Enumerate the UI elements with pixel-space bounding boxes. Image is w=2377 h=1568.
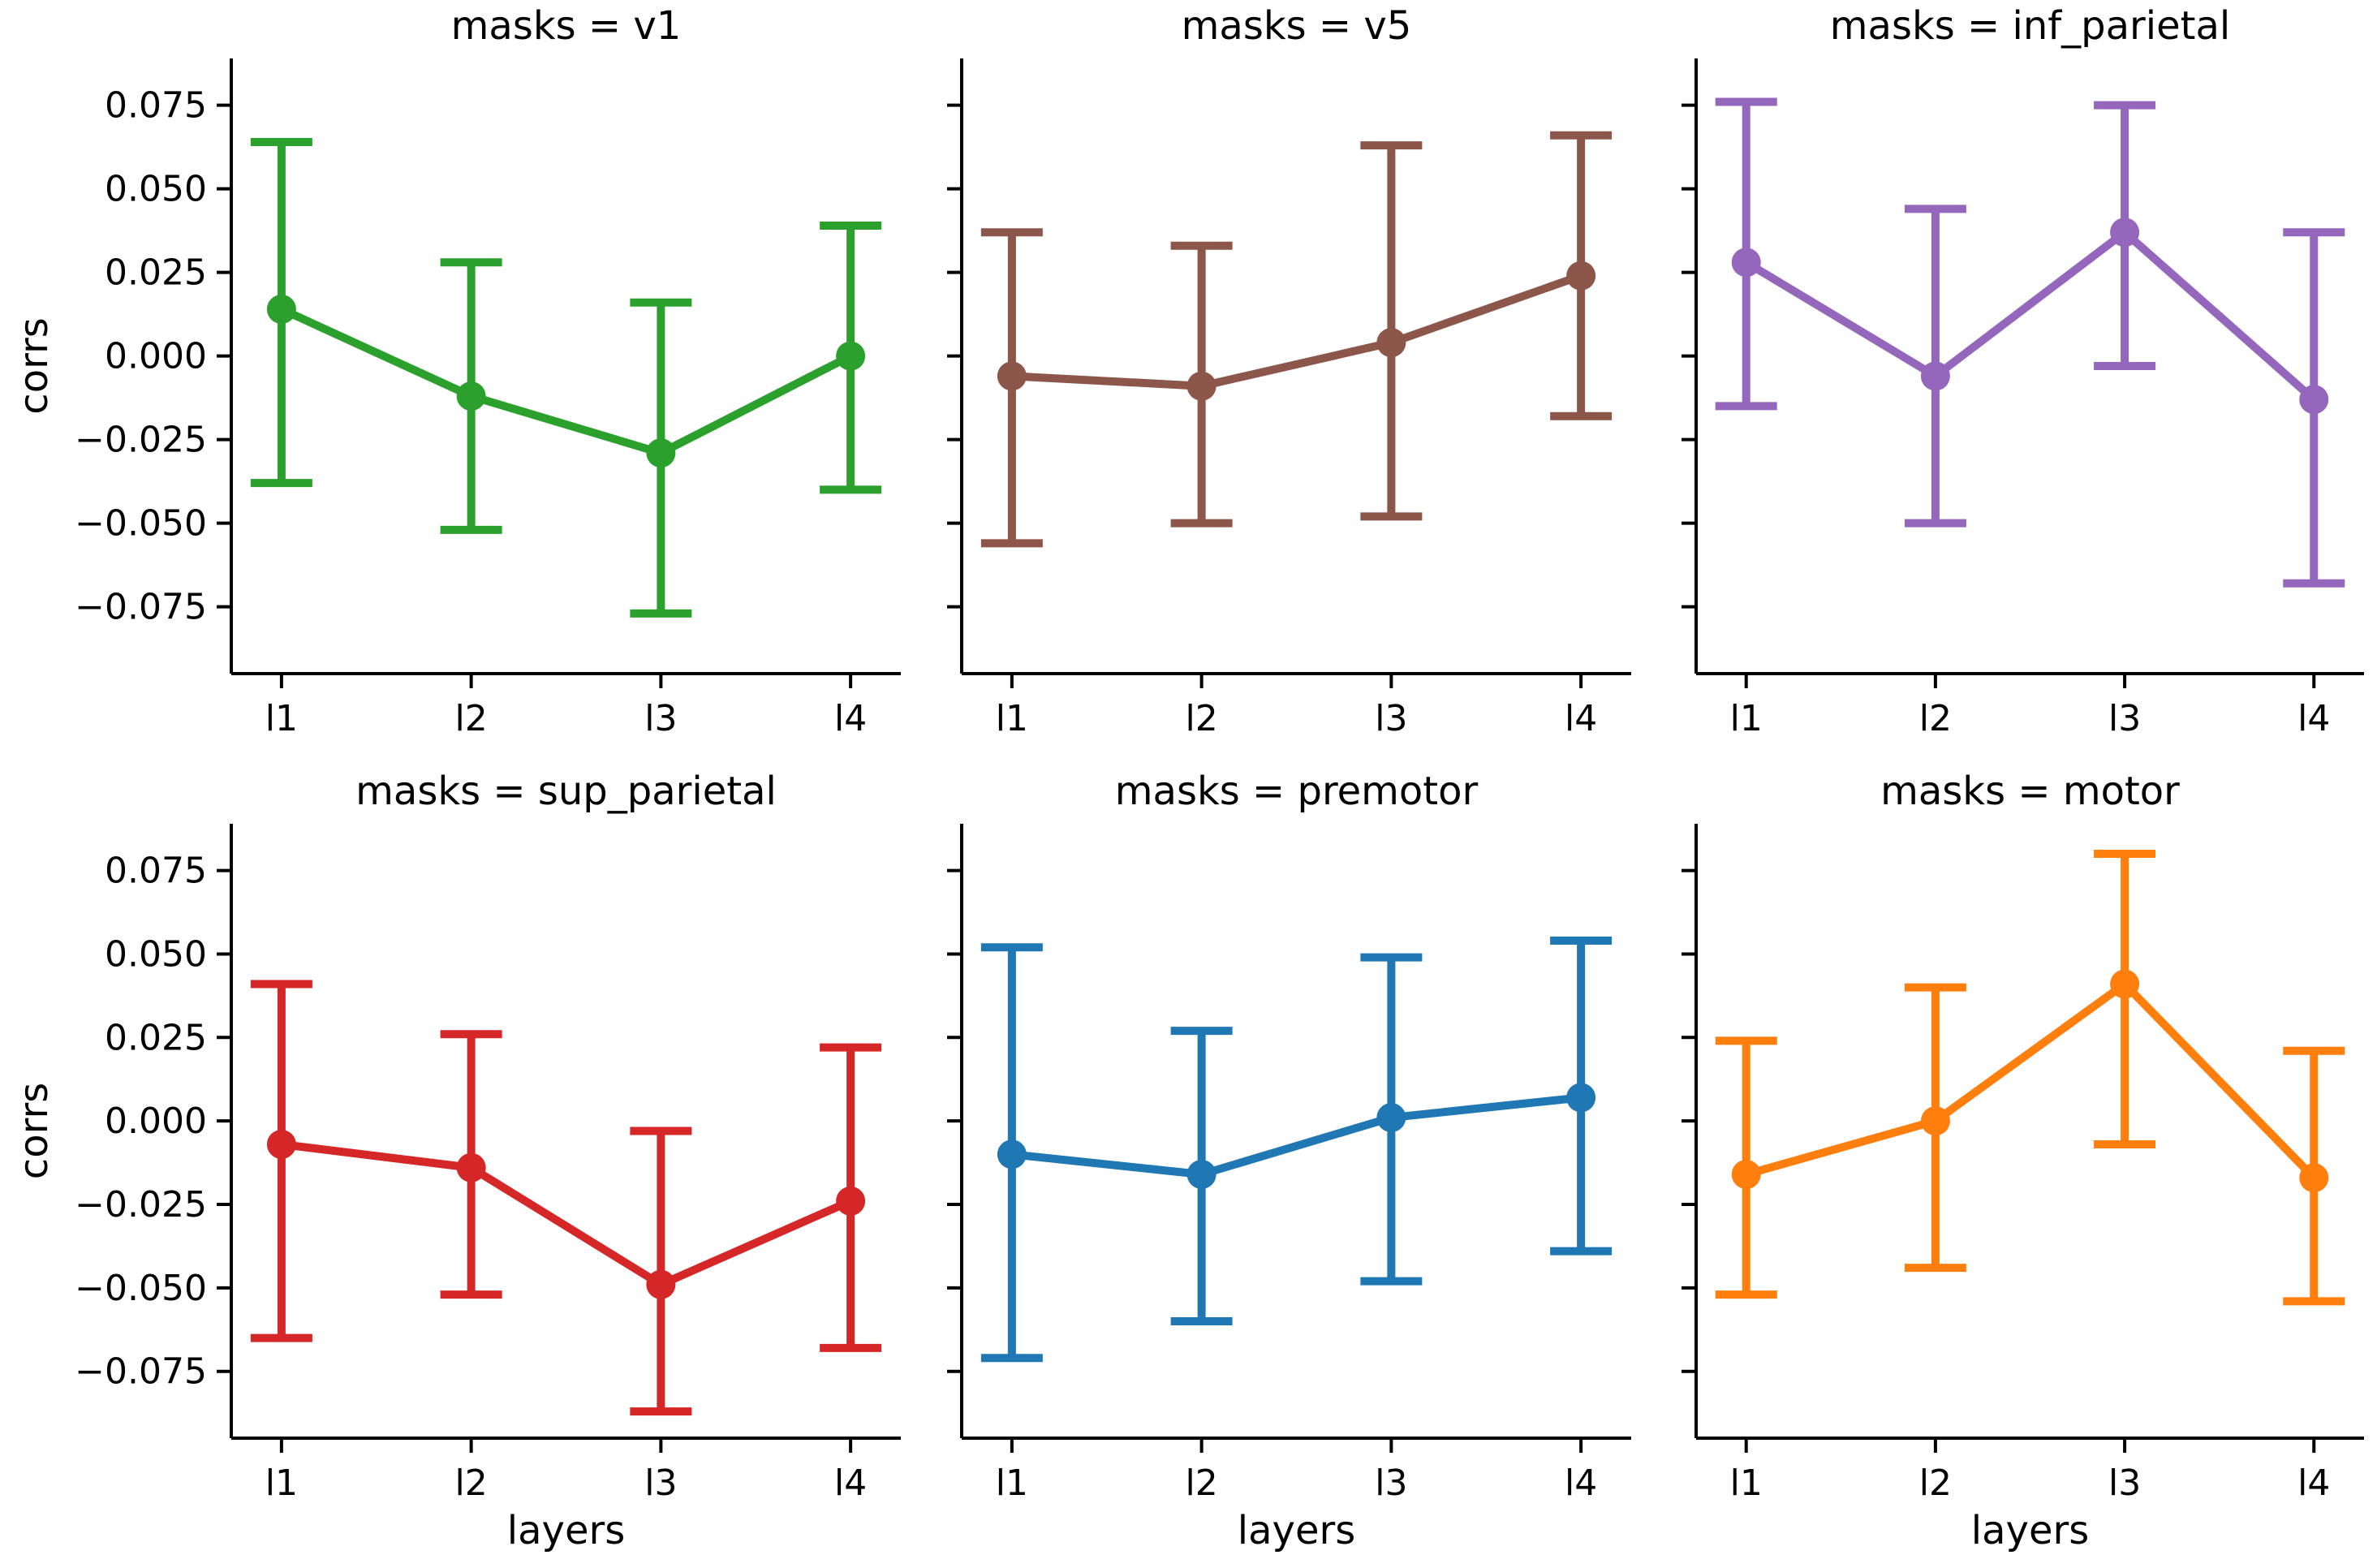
panel-6-xtick-label: l2 — [1919, 1462, 1952, 1504]
panel-4-ytick-label: 0.000 — [105, 1101, 207, 1142]
panel-4-series-line — [277, 1139, 855, 1289]
panel-1-xtick-label: l1 — [265, 698, 298, 739]
panel-5-point — [997, 1139, 1027, 1170]
panel-5-xtick-label: l2 — [1186, 1462, 1218, 1504]
panel-3-point — [2299, 385, 2329, 415]
panel-1-title: masks = v1 — [451, 3, 682, 49]
panel-4-point — [266, 1129, 296, 1159]
panel-3-series-line — [1742, 228, 2319, 404]
panel-5-xlabel: layers — [1238, 1508, 1355, 1553]
panel-1-point — [646, 438, 676, 468]
panel-2-point — [1186, 371, 1216, 401]
panel-4-xlabel: layers — [507, 1508, 625, 1553]
panel-3-xtick-label: l1 — [1730, 698, 1763, 739]
panel-4-point — [456, 1152, 486, 1182]
panel-6-point — [2110, 969, 2140, 999]
panel-1-ytick-label: 0.075 — [105, 85, 207, 127]
panel-4-ytick-label: −0.075 — [75, 1351, 207, 1393]
panel-4-point — [836, 1186, 866, 1216]
panel-3-point — [1920, 361, 1950, 391]
panel-6-point — [1731, 1159, 1761, 1189]
panel-3-point — [2110, 218, 2140, 248]
panel-1-xtick-label: l2 — [455, 698, 488, 739]
panel-6-point — [1920, 1106, 1950, 1136]
panel-6-xtick-label: l1 — [1730, 1462, 1763, 1504]
panel-1-ylabel: corrs — [11, 317, 57, 414]
panel-3-xtick-label: l2 — [1919, 698, 1952, 739]
panel-1-series-line — [277, 304, 855, 458]
panel-1-ytick-label: 0.000 — [105, 336, 207, 377]
panel-5-point — [1186, 1159, 1216, 1189]
panel-3-title: masks = inf_parietal — [1830, 3, 2230, 49]
panel-1-ytick-label: 0.025 — [105, 252, 207, 294]
panel-6-xtick-label: l3 — [2108, 1462, 2141, 1504]
panel-4-xtick-label: l1 — [265, 1462, 298, 1504]
panel-2-title: masks = v5 — [1182, 3, 1412, 49]
panel-3-xtick-label: l3 — [2108, 698, 2141, 739]
panel-4-xtick-label: l3 — [644, 1462, 677, 1504]
panel-2-point — [1376, 328, 1406, 358]
panel-6-xtick-label: l4 — [2297, 1462, 2330, 1504]
panel-2-xtick-label: l3 — [1375, 698, 1407, 739]
panel-1-ytick-label: −0.050 — [75, 503, 207, 545]
panel-5-xtick-label: l3 — [1375, 1462, 1407, 1504]
panel-1-ytick-label: 0.050 — [105, 169, 207, 210]
panel-2-point — [997, 361, 1027, 391]
panel-1-xtick-label: l4 — [834, 698, 867, 739]
panel-4-title: masks = sup_parietal — [355, 769, 777, 814]
panel-5-xtick-label: l4 — [1565, 1462, 1597, 1504]
panel-5-point — [1376, 1103, 1406, 1133]
panel-4-ytick-label: −0.050 — [75, 1268, 207, 1309]
panel-4-point — [646, 1269, 676, 1299]
panel-1-point — [266, 294, 296, 324]
panel-5-point — [1566, 1083, 1596, 1113]
panel-2-xtick-label: l4 — [1565, 698, 1597, 739]
panel-3-point — [1731, 248, 1761, 278]
panel-4-xtick-label: l2 — [455, 1462, 488, 1504]
panel-6-xlabel: layers — [1971, 1508, 2089, 1553]
panel-5-title: masks = premotor — [1115, 769, 1479, 814]
panel-6-series-line — [1742, 980, 2319, 1182]
panel-4-ytick-label: −0.025 — [75, 1184, 207, 1226]
panel-5-series-line — [1007, 1093, 1586, 1178]
panel-6-point — [2299, 1163, 2329, 1193]
panel-2-xtick-label: l2 — [1186, 698, 1218, 739]
panel-4-ylabel: corrs — [11, 1083, 57, 1179]
panel-4-ytick-label: 0.075 — [105, 851, 207, 892]
panel-2-point — [1566, 261, 1596, 291]
panel-3-xtick-label: l4 — [2297, 698, 2330, 739]
panel-4-xtick-label: l4 — [834, 1462, 867, 1504]
panel-1-xtick-label: l3 — [644, 698, 677, 739]
panel-1-ytick-label: −0.025 — [75, 420, 207, 461]
panel-6-title: masks = motor — [1880, 769, 2180, 814]
panel-1-ytick-label: −0.075 — [75, 587, 207, 628]
panel-4-ytick-label: 0.025 — [105, 1017, 207, 1058]
panel-2-xtick-label: l1 — [996, 698, 1028, 739]
panel-1-point — [456, 381, 486, 411]
panel-4-ytick-label: 0.050 — [105, 933, 207, 975]
panel-1-point — [836, 341, 866, 371]
panel-5-xtick-label: l1 — [996, 1462, 1028, 1504]
panel-2-series-line — [1007, 271, 1586, 390]
